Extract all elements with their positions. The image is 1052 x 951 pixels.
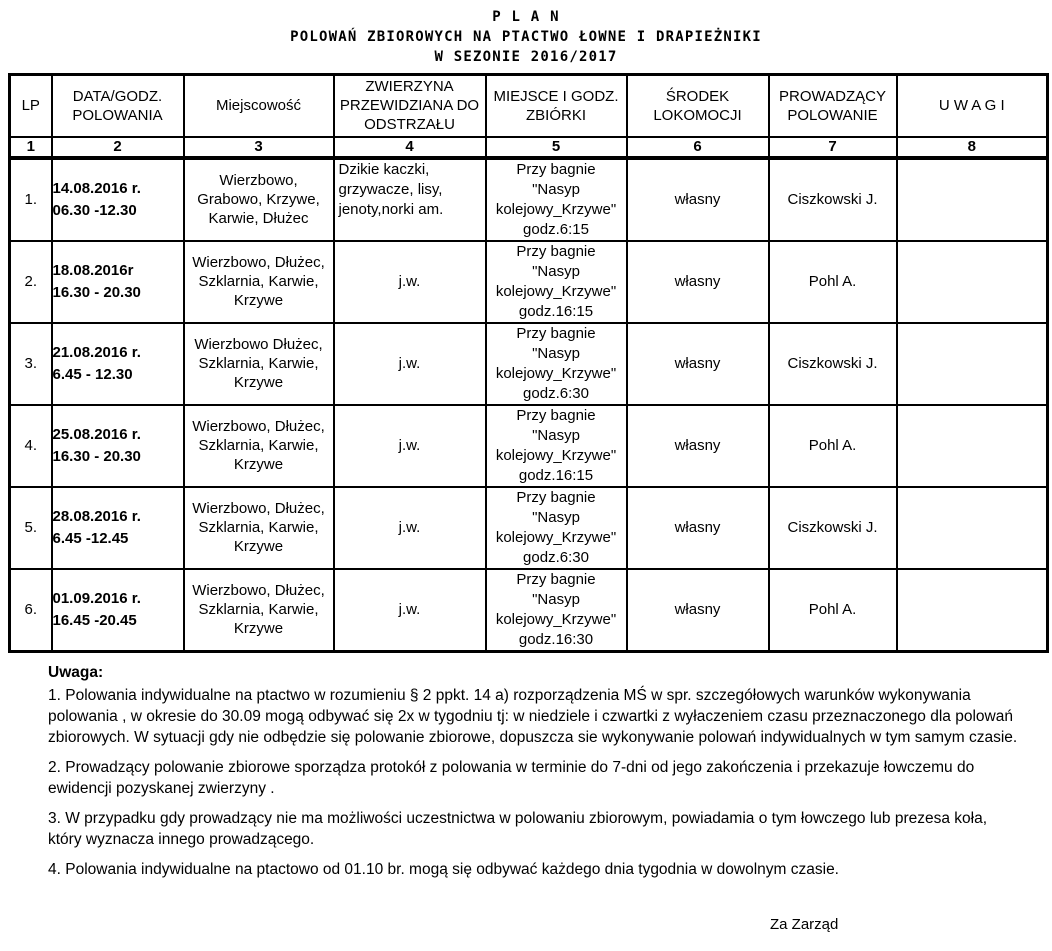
cell-transport: własny	[625, 156, 770, 242]
cell-remarks	[895, 403, 1049, 488]
cell-date-time: 18.08.2016r 16.30 - 20.30	[50, 239, 185, 324]
col-header-remarks: U W A G I	[895, 73, 1049, 138]
cell-transport: własny	[625, 485, 770, 570]
cell-meeting-point: Przy bagnie "Nasyp kolejowy_Krzywe" godz…	[484, 239, 628, 324]
col-num-7: 7	[767, 135, 898, 160]
cell-hunt-leader: Ciszkowski J.	[767, 156, 898, 242]
cell-lp: 4.	[8, 403, 53, 488]
note-item-3: 3. W przypadku gdy prowadzący nie ma moż…	[48, 809, 988, 848]
title-line-2: POLOWAŃ ZBIOROWYCH NA PTACTWO ŁOWNE I DR…	[290, 29, 762, 45]
cell-lp: 3.	[8, 321, 53, 406]
col-num-5: 5	[484, 135, 628, 160]
cell-remarks	[895, 156, 1049, 242]
col-num-3: 3	[182, 135, 335, 160]
cell-localities: Wierzbowo, Dłużec, Szklarnia, Karwie, Kr…	[182, 567, 335, 652]
notes-section: Uwaga: 1. Polowania indywidualne na ptac…	[0, 653, 1052, 880]
cell-lp: 5.	[8, 485, 53, 570]
col-header-game: ZWIERZYNA PRZEWIDZIANA DO ODSTRZAŁU	[332, 73, 487, 138]
cell-remarks	[895, 321, 1049, 406]
cell-remarks	[895, 567, 1049, 652]
note-item-1: 1. Polowania indywidualne na ptactwo w r…	[48, 686, 1018, 746]
table-row: 2. 18.08.2016r 16.30 - 20.30 Wierzbowo, …	[8, 239, 1049, 324]
cell-localities: Wierzbowo, Grabowo, Krzywe, Karwie, Dłuż…	[182, 156, 335, 242]
cell-meeting-point: Przy bagnie "Nasyp kolejowy_Krzywe" godz…	[484, 321, 628, 406]
cell-hunt-leader: Pohl A.	[767, 239, 898, 324]
cell-date-time: 25.08.2016 r. 16.30 - 20.30	[50, 403, 185, 488]
cell-hunt-leader: Ciszkowski J.	[767, 321, 898, 406]
cell-hunt-leader: Pohl A.	[767, 567, 898, 652]
header-row-numbers: 1 2 3 4 5 6 7 8	[8, 135, 1049, 160]
note-item-4: 4. Polowania indywidualne na ptactowo od…	[48, 860, 839, 878]
cell-meeting-point: Przy bagnie "Nasyp kolejowy_Krzywe" godz…	[484, 485, 628, 570]
col-header-lp: LP	[8, 73, 53, 138]
table-row: 3. 21.08.2016 r. 6.45 - 12.30 Wierzbowo …	[8, 321, 1049, 406]
col-num-4: 4	[332, 135, 487, 160]
table-row: 4. 25.08.2016 r. 16.30 - 20.30 Wierzbowo…	[8, 403, 1049, 488]
table-row: 1. 14.08.2016 r. 06.30 -12.30 Wierzbowo,…	[8, 156, 1049, 242]
cell-transport: własny	[625, 321, 770, 406]
title-line-1: P L A N	[492, 9, 560, 25]
title-line-3: W SEZONIE 2016/2017	[434, 49, 618, 65]
cell-date-time: 21.08.2016 r. 6.45 - 12.30	[50, 321, 185, 406]
table-row: 6. 01.09.2016 r. 16.45 -20.45 Wierzbowo,…	[8, 567, 1049, 652]
cell-transport: własny	[625, 239, 770, 324]
notes-heading: Uwaga:	[48, 663, 104, 681]
cell-lp: 6.	[8, 567, 53, 652]
cell-hunt-leader: Ciszkowski J.	[767, 485, 898, 570]
header-row-labels: LP DATA/GODZ. POLOWANIA Miejscowość ZWIE…	[8, 73, 1049, 138]
cell-date-time: 14.08.2016 r. 06.30 -12.30	[50, 156, 185, 242]
cell-lp: 2.	[8, 239, 53, 324]
col-num-2: 2	[50, 135, 185, 160]
table-body: 1. 14.08.2016 r. 06.30 -12.30 Wierzbowo,…	[8, 156, 1049, 652]
cell-date-time: 28.08.2016 r. 6.45 -12.45	[50, 485, 185, 570]
cell-game-species: j.w.	[332, 239, 487, 324]
cell-localities: Wierzbowo, Dłużec, Szklarnia, Karwie, Kr…	[182, 403, 335, 488]
cell-game-species: j.w.	[332, 567, 487, 652]
col-num-8: 8	[895, 135, 1049, 160]
cell-hunt-leader: Pohl A.	[767, 403, 898, 488]
note-item-2: 2. Prowadzący polowanie zbiorowe sporząd…	[48, 758, 975, 797]
cell-date-time: 01.09.2016 r. 16.45 -20.45	[50, 567, 185, 652]
col-header-meeting: MIEJSCE I GODZ. ZBIÓRKI	[484, 73, 628, 138]
cell-localities: Wierzbowo, Dłużec, Szklarnia, Karwie, Kr…	[182, 239, 335, 324]
cell-meeting-point: Przy bagnie "Nasyp kolejowy_Krzywe" godz…	[484, 403, 628, 488]
cell-lp: 1.	[8, 156, 53, 242]
col-num-6: 6	[625, 135, 770, 160]
signature-line: Za Zarząd	[770, 915, 839, 933]
col-num-1: 1	[8, 135, 53, 160]
cell-localities: Wierzbowo Dłużec, Szklarnia, Karwie, Krz…	[182, 321, 335, 406]
cell-remarks	[895, 239, 1049, 324]
col-header-place: Miejscowość	[182, 73, 335, 138]
document-title: P L A N POLOWAŃ ZBIOROWYCH NA PTACTWO ŁO…	[0, 0, 1052, 67]
cell-remarks	[895, 485, 1049, 570]
hunting-plan-table: LP DATA/GODZ. POLOWANIA Miejscowość ZWIE…	[8, 73, 1049, 653]
cell-transport: własny	[625, 403, 770, 488]
cell-meeting-point: Przy bagnie "Nasyp kolejowy_Krzywe" godz…	[484, 567, 628, 652]
cell-game-species: j.w.	[332, 321, 487, 406]
col-header-date: DATA/GODZ. POLOWANIA	[50, 73, 185, 138]
cell-localities: Wierzbowo, Dłużec, Szklarnia, Karwie, Kr…	[182, 485, 335, 570]
cell-game-species: j.w.	[332, 485, 487, 570]
cell-meeting-point: Przy bagnie "Nasyp kolejowy_Krzywe" godz…	[484, 156, 628, 242]
col-header-leader: PROWADZĄCY POLOWANIE	[767, 73, 898, 138]
col-header-transport: ŚRODEK LOKOMOCJI	[625, 73, 770, 138]
cell-game-species: j.w.	[332, 403, 487, 488]
table-row: 5. 28.08.2016 r. 6.45 -12.45 Wierzbowo, …	[8, 485, 1049, 570]
cell-game-species: Dzikie kaczki, grzywacze, lisy, jenoty,n…	[332, 156, 487, 242]
cell-transport: własny	[625, 567, 770, 652]
